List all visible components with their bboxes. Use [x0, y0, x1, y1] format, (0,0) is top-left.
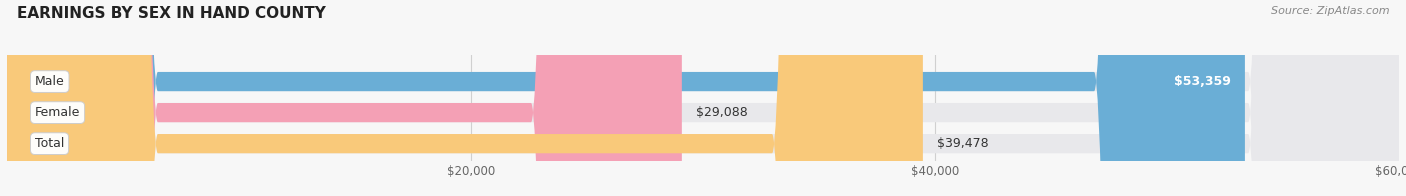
FancyBboxPatch shape [7, 0, 1244, 196]
Text: $29,088: $29,088 [696, 106, 748, 119]
Text: Source: ZipAtlas.com: Source: ZipAtlas.com [1271, 6, 1389, 16]
FancyBboxPatch shape [7, 0, 682, 196]
Text: $53,359: $53,359 [1174, 75, 1232, 88]
FancyBboxPatch shape [7, 0, 1399, 196]
Text: $39,478: $39,478 [936, 137, 988, 150]
Text: EARNINGS BY SEX IN HAND COUNTY: EARNINGS BY SEX IN HAND COUNTY [17, 6, 326, 21]
Text: Male: Male [35, 75, 65, 88]
Text: Female: Female [35, 106, 80, 119]
Text: Total: Total [35, 137, 65, 150]
FancyBboxPatch shape [7, 0, 1399, 196]
FancyBboxPatch shape [7, 0, 1399, 196]
FancyBboxPatch shape [7, 0, 922, 196]
